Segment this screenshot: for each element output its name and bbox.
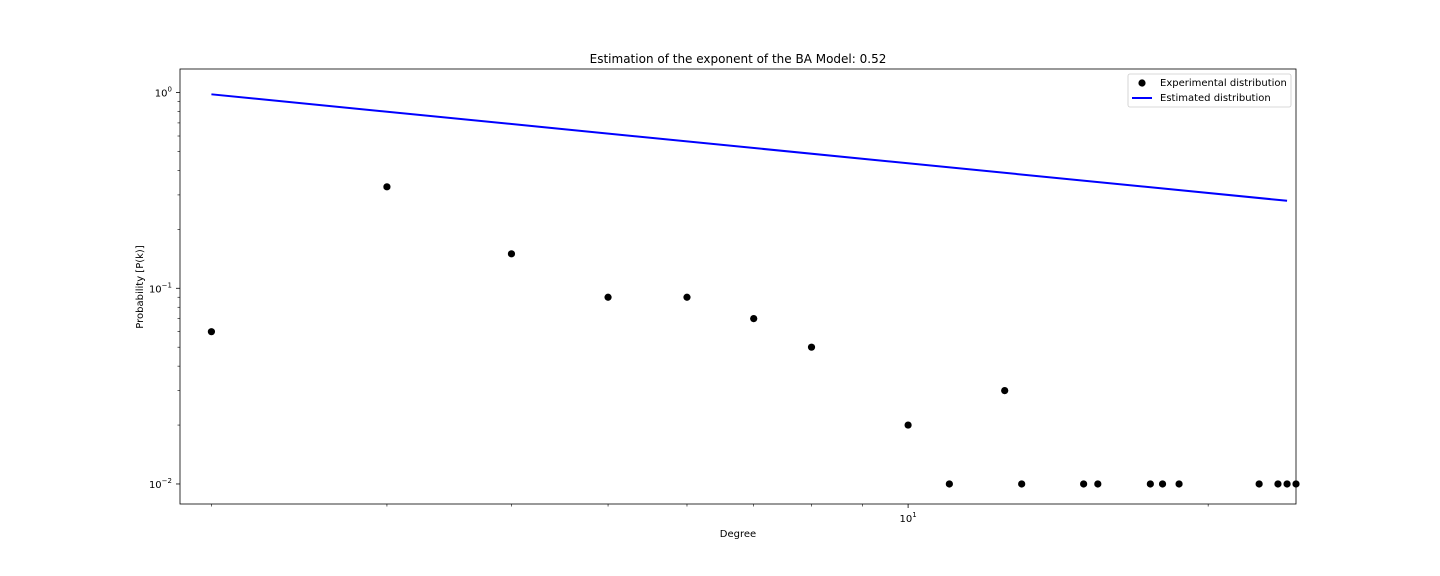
plot-frame xyxy=(179,68,1297,505)
x-axis-label: Degree xyxy=(720,529,756,540)
experimental-point xyxy=(1094,480,1102,488)
legend-box xyxy=(1127,73,1292,108)
experimental-point xyxy=(507,250,516,258)
experimental-point xyxy=(1255,480,1263,488)
experimental-point xyxy=(945,480,953,488)
experimental-point xyxy=(1001,387,1009,395)
y-tick-label: 10−1 xyxy=(149,281,172,295)
experimental-point xyxy=(1274,480,1282,488)
experimental-point xyxy=(207,328,216,336)
x-tick-label: 101 xyxy=(900,511,917,525)
estimated-distribution-line xyxy=(211,93,1288,202)
legend-label-experimental: Experimental distribution xyxy=(1160,78,1287,89)
legend: Experimental distribution Estimated distr… xyxy=(1127,73,1292,108)
experimental-point xyxy=(683,293,691,301)
experimental-point xyxy=(1175,480,1183,488)
axes: 101 100 10−1 10−2 xyxy=(149,86,1209,525)
experimental-point xyxy=(1146,480,1154,488)
experimental-point xyxy=(750,314,758,323)
experimental-point xyxy=(1018,480,1026,488)
experimental-point xyxy=(1292,480,1300,488)
experimental-point xyxy=(1158,480,1167,488)
y-tick-label: 100 xyxy=(155,86,172,100)
series-layer xyxy=(207,93,1300,488)
experimental-point xyxy=(904,421,912,429)
y-axis-label: Probability [P(k)] xyxy=(135,245,146,329)
legend-label-estimated: Estimated distribution xyxy=(1160,93,1271,104)
experimental-point xyxy=(807,343,816,351)
chart-title: Estimation of the exponent of the BA Mod… xyxy=(590,52,887,66)
experimental-point xyxy=(1080,480,1088,488)
plot-area xyxy=(179,68,1297,505)
y-tick-label: 10−2 xyxy=(149,477,172,491)
experimental-point xyxy=(383,183,391,191)
legend-marker-experimental xyxy=(1138,79,1146,87)
experimental-point xyxy=(1283,480,1291,488)
experimental-point xyxy=(604,293,612,301)
